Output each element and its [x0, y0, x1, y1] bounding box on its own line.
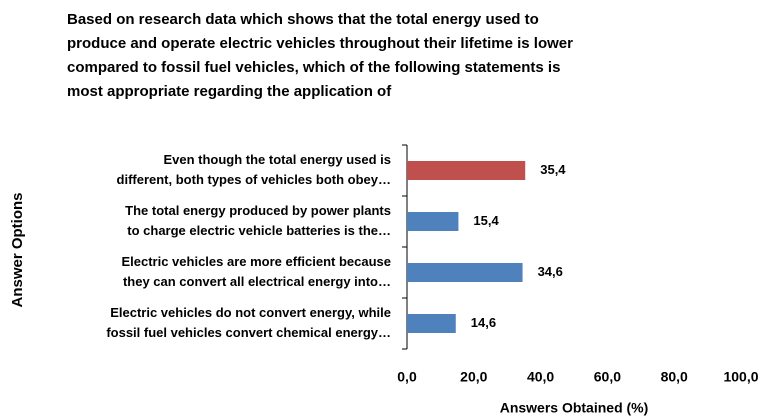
x-tick-label: 40,0: [527, 369, 554, 385]
y-tick-label: they can convert all electrical energy i…: [123, 274, 391, 289]
x-tick-label: 20,0: [460, 369, 487, 385]
x-tick-label: 100,0: [723, 369, 758, 385]
y-tick-label: Even though the total energy used is: [163, 152, 391, 167]
chart-title: most appropriate regarding the applicati…: [67, 83, 392, 100]
y-tick-label: The total energy produced by power plant…: [125, 203, 391, 218]
x-axis-label: Answers Obtained (%): [500, 400, 649, 416]
data-label: 34,6: [538, 264, 563, 279]
y-tick-label: fossil fuel vehicles convert chemical en…: [106, 325, 391, 340]
y-tick-label: to charge electric vehicle batteries is …: [127, 223, 391, 238]
x-tick-label: 60,0: [594, 369, 621, 385]
bar: [407, 161, 526, 180]
chart-title: compared to fossil fuel vehicles, which …: [67, 59, 560, 76]
chart-title: Based on research data which shows that …: [67, 11, 539, 28]
bar: [407, 212, 459, 231]
data-label: 15,4: [473, 213, 499, 228]
x-tick-label: 0,0: [397, 369, 417, 385]
bar: [407, 263, 523, 282]
data-label: 35,4: [540, 162, 566, 177]
y-tick-label: different, both types of vehicles both o…: [117, 172, 391, 187]
y-tick-label: Electric vehicles do not convert energy,…: [110, 305, 391, 320]
x-tick-label: 80,0: [661, 369, 688, 385]
y-tick-label: Electric vehicles are more efficient bec…: [121, 254, 391, 269]
y-axis-label: Answer Options: [9, 192, 26, 307]
data-label: 14,6: [471, 315, 496, 330]
bar: [407, 314, 456, 333]
chart-title: produce and operate electric vehicles th…: [67, 35, 573, 52]
